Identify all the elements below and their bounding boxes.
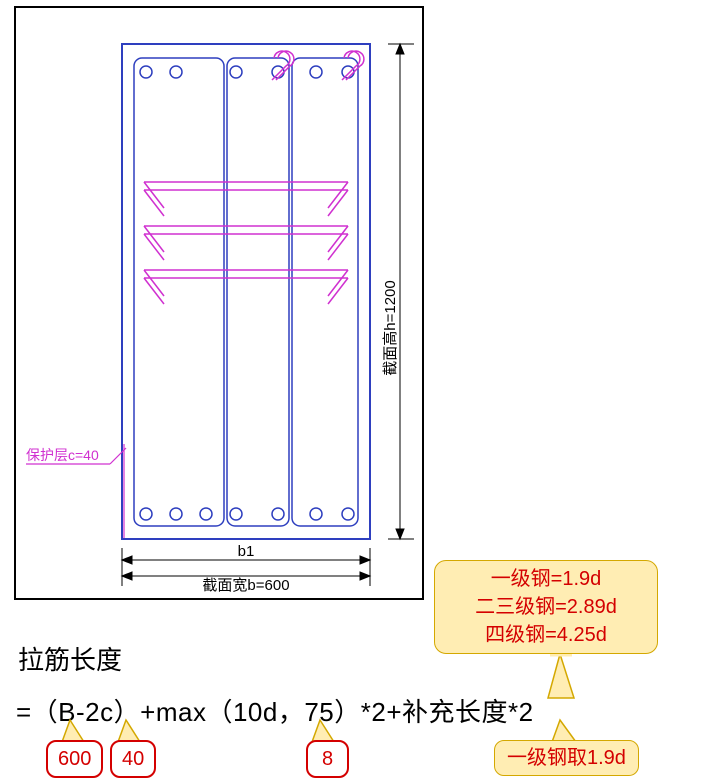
dim-width-label: 截面宽b=600	[202, 577, 289, 594]
top-rebar	[140, 66, 354, 78]
grade-line-2: 二三级钢=2.89d	[445, 593, 647, 621]
stirrup-3	[292, 58, 358, 526]
grade-line-1: 一级钢=1.9d	[445, 565, 647, 593]
dim-b1-label: b1	[238, 543, 255, 560]
stirrup-1	[134, 58, 224, 526]
callout-steel-grades: 一级钢=1.9d 二三级钢=2.89d 四级钢=4.25d	[434, 560, 658, 654]
bottom-rebar	[140, 508, 354, 520]
callout-grades-pointer	[540, 654, 600, 702]
callout-d-value: 8	[306, 740, 349, 778]
cover-label: 保护层c=40	[26, 447, 99, 463]
callout-c-value: 40	[110, 740, 156, 778]
diagram-frame: 截面高h=1200 b1 截面宽b=600 保护层c=40	[14, 6, 424, 600]
dim-height-label: 截面高h=1200	[382, 280, 399, 375]
callout-B-value: 600	[46, 740, 103, 778]
ties	[144, 182, 348, 304]
outer-section	[122, 44, 370, 539]
formula-title: 拉筋长度	[18, 640, 122, 677]
grade-line-3: 四级钢=4.25d	[445, 621, 647, 649]
callout-grade-choice: 一级钢取1.9d	[494, 740, 639, 776]
stirrup-2	[227, 58, 289, 526]
section-svg: 截面高h=1200 b1 截面宽b=600 保护层c=40	[16, 8, 422, 598]
